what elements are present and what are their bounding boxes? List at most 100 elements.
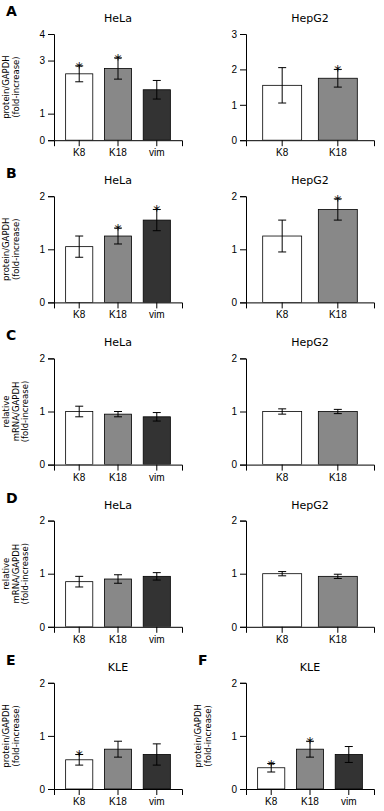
tick-label: K8 [73,634,86,645]
error-bar-cap [278,408,286,409]
tick: K18 [301,789,319,807]
tick-label: K18 [329,310,347,321]
tick-label: vim [149,310,165,321]
tick-mark [282,627,283,633]
tick-label: 0 [39,297,45,308]
tick: 0 [231,135,246,146]
error-bar-cap [153,421,161,422]
error-bar-stem [118,575,119,583]
tick-mark [48,736,54,737]
chart-panel: AHeLa**0134K8K18vimprotein/GAPDH(fold-in… [1,3,182,158]
subtitle: HepG2 [291,12,329,25]
tick: 3 [231,29,246,40]
error-bar [278,220,286,252]
tick-mark [79,140,80,146]
subtitle: HeLa [104,12,132,25]
error-bar-cap [153,412,161,413]
error-bar-cap [114,757,122,758]
tick-label: K18 [109,634,127,645]
tick-mark [118,627,119,633]
error-bar-cap [153,580,161,581]
error-bar [153,744,161,765]
bar [66,582,93,627]
tick: K8 [73,140,86,158]
tick: vim [341,789,357,807]
tick-label: 1 [231,244,237,255]
tick-mark [156,302,157,308]
tick-label: K8 [276,472,289,483]
tick-label: vim [149,634,165,645]
axis-line [240,35,247,141]
tick: 1 [39,244,54,255]
tick: 1 [231,100,246,111]
tick-mark [240,140,246,141]
tick-mark [118,302,119,308]
tick-label: 1 [231,406,237,417]
tick: K18 [109,789,127,807]
error-bar [278,572,286,576]
plot-area: **012K8K18vimprotein/GAPDH(fold-increase… [1,191,182,321]
error-bar [114,412,122,417]
tick-label: vim [149,472,165,483]
marks [263,409,358,465]
subtitle: HepG2 [291,174,329,187]
axis-title-line: (fold-increase) [20,543,30,604]
axis-line [247,465,375,471]
tick-mark [156,789,157,795]
tick: 2 [39,515,54,526]
y-axis: 0123 [231,29,246,146]
tick: 1 [231,244,246,255]
plot-area: **0134K8K18vimprotein/GAPDH(fold-increas… [1,29,182,159]
tick-mark [282,465,283,471]
subtitle: HepG2 [291,499,329,512]
tick-mark [48,114,54,115]
tick-mark [79,302,80,308]
axis-line [247,303,375,309]
tick-label: 1 [231,568,237,579]
error-bar-cap [75,416,83,417]
marks [263,199,358,303]
error-bar-cap [114,574,122,575]
x-axis: K8K18vim [247,789,375,807]
x-axis: K8K18 [247,302,375,320]
chart-panel: HepG2012K8K18 [231,336,374,482]
tick: 0 [39,135,54,146]
annotations: ** [76,51,122,75]
bar [318,78,357,140]
tick: K18 [329,627,347,645]
tick-mark [240,736,246,737]
tick-label: 3 [39,55,45,66]
error-bar-stem [118,741,119,757]
tick-mark [48,34,54,35]
subtitle: KLE [108,661,128,674]
x-axis: K8 K18 vim [55,302,183,320]
plot-area: **012K8K18vimprotein/GAPDH(fold-increase… [193,678,374,808]
significance-mark: * [268,757,275,773]
tick: 0 [231,297,246,308]
annotations: * [334,62,341,78]
tick-label: K8 [73,472,86,483]
tick-label: K18 [109,310,127,321]
tick-label: K8 [73,310,86,321]
tick-mark [240,412,246,413]
tick-mark [48,521,54,522]
axis-line [247,141,375,147]
tick: K18 [109,140,127,158]
panel-label: D [6,490,18,506]
error-bar-cap [278,103,286,104]
error-bar-cap [278,414,286,415]
error-bar [278,409,286,414]
error-bar-stem [348,747,349,763]
plot-area: *012K8K18 [231,191,374,321]
error-bar-cap [278,251,286,252]
significance-mark: * [153,202,160,218]
tick-label: 1 [39,568,45,579]
axis-line [240,683,247,789]
error-bar-stem [156,744,157,765]
tick: 1 [231,568,246,579]
error-bar-stem [282,68,283,103]
tick-label: 0 [231,135,237,146]
error-bar-cap [153,743,161,744]
tick: K8 [73,789,86,807]
tick-mark [79,789,80,795]
